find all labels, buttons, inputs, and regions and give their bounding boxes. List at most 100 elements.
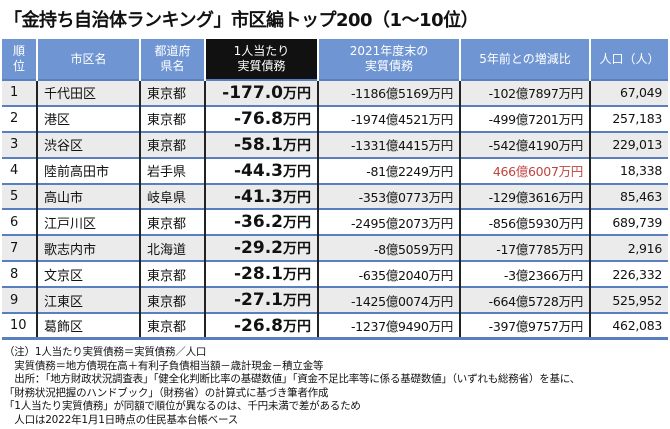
prefecture-cell: 東京都 (139, 104, 205, 132)
table-row: 6 江戸川区 東京都 -36.2万円 -2495億2073万円 -856億5930万円 68… (2, 208, 668, 236)
per-capita-cell: -26.8万円 (204, 312, 318, 339)
per-capita-cell: -41.3万円 (204, 182, 318, 210)
debt-cell: -8億5059万円 (317, 234, 460, 262)
debt-cell: -1974億4521万円 (317, 104, 460, 132)
note-line: 出所：「地方財政状況調査表」「健全化判断比率の基礎数値」「資金不足比率等に係る基… (4, 373, 581, 385)
change-cell: -499億7201万円 (459, 104, 590, 132)
unit: 万円 (283, 318, 311, 335)
note-line: 実質債務＝地方債現在高＋有利子負債相当額－歳計現金－積立金等 (4, 359, 324, 372)
table-row: 5 高山市 岐阜県 -41.3万円 -353億0773万円 -129億3616万円 85,4… (2, 182, 668, 210)
debt-cell: -1425億0074万円 (317, 286, 460, 314)
rank-cell: 9 (2, 286, 37, 314)
unit: 万円 (283, 111, 311, 128)
unit: 万円 (283, 189, 311, 206)
rank-cell: 5 (2, 182, 37, 210)
change-cell: -17億7785万円 (459, 234, 590, 262)
city-cell: 葛飾区 (36, 312, 140, 339)
per-capita-cell: -58.1万円 (204, 130, 318, 158)
population-cell: 462,083 (589, 312, 668, 339)
per-capita-cell: -76.8万円 (204, 104, 318, 132)
header-population: 人口（人） (589, 39, 668, 80)
footnotes: （注）1人当たり実質債務＝実質債務／人口 実質債務＝地方債現在高＋有利子負債相当… (4, 346, 580, 427)
note-line: 「財務状況把握のハンドブック」（財務省）の計算式に基づき筆者作成 (4, 386, 329, 399)
prefecture-cell: 北海道 (139, 234, 205, 262)
change-cell: -3億2366万円 (459, 260, 590, 288)
city-cell: 渋谷区 (36, 130, 140, 158)
city-cell: 江東区 (36, 286, 140, 314)
city-cell: 高山市 (36, 182, 140, 210)
per-capita-value: -29.2 (234, 238, 283, 259)
change-cell: 466億6007万円 (459, 156, 590, 184)
population-cell: 85,463 (589, 182, 668, 210)
debt-cell: -1331億4415万円 (317, 130, 460, 158)
change-cell: -664億5728万円 (459, 286, 590, 314)
table-header: 順位 市区名 都道府県名 1人当たり実質債務 2021年度末の実質債務 5年前と… (2, 39, 668, 80)
per-capita-value: -44.3 (234, 160, 283, 181)
rank-cell: 1 (2, 79, 37, 106)
rank-cell: 7 (2, 234, 37, 262)
per-capita-cell: -36.2万円 (204, 208, 318, 236)
city-cell: 陸前高田市 (36, 156, 140, 184)
rank-cell: 6 (2, 208, 37, 236)
population-cell: 226,332 (589, 260, 668, 288)
population-cell: 689,739 (589, 208, 668, 236)
unit: 万円 (283, 215, 311, 232)
prefecture-cell: 東京都 (139, 260, 205, 288)
prefecture-cell: 岐阜県 (139, 182, 205, 210)
population-cell: 2,916 (589, 234, 668, 262)
debt-cell: -81億2249万円 (317, 156, 460, 184)
debt-cell: -2495億2073万円 (317, 208, 460, 236)
header-city: 市区名 (36, 39, 140, 80)
header-rank: 順位 (2, 39, 37, 80)
city-cell: 文京区 (36, 260, 140, 288)
rank-cell: 3 (2, 130, 37, 158)
table-row: 3 渋谷区 東京都 -58.1万円 -1331億4415万円 -542億4190万円 229… (2, 130, 668, 158)
per-capita-value: -41.3 (234, 186, 283, 207)
change-cell: -102億7897万円 (459, 79, 590, 106)
per-capita-value: -36.2 (234, 212, 283, 233)
city-cell: 江戸川区 (36, 208, 140, 236)
change-cell: -542億4190万円 (459, 130, 590, 158)
per-capita-cell: -27.1万円 (204, 286, 318, 314)
rank-cell: 2 (2, 104, 37, 132)
table-row: 1 千代田区 東京都 -177.0万円 -1186億5169万円 -102億7897万円 6… (2, 79, 668, 106)
city-cell: 千代田区 (36, 79, 140, 106)
prefecture-cell: 岩手県 (139, 156, 205, 184)
note-line: （注）1人当たり実質債務＝実質債務／人口 (4, 346, 207, 358)
per-capita-value: -26.8 (234, 315, 283, 336)
per-capita-cell: -28.1万円 (204, 260, 318, 288)
debt-cell: -1237億9490万円 (317, 312, 460, 339)
per-capita-cell: -177.0万円 (204, 79, 318, 106)
debt-cell: -1186億5169万円 (317, 79, 460, 106)
prefecture-cell: 東京都 (139, 79, 205, 106)
note-line: 人口は2022年1月1日時点の住民基本台帳ベース (4, 413, 239, 426)
per-capita-value: -27.1 (234, 290, 283, 311)
rank-cell: 8 (2, 260, 37, 288)
unit: 万円 (283, 85, 311, 102)
prefecture-cell: 東京都 (139, 286, 205, 314)
table-row: 9 江東区 東京都 -27.1万円 -1425億0074万円 -664億5728万円 525… (2, 286, 668, 314)
page-title: 「金持ち自治体ランキング」市区編トップ200（1〜10位） (4, 10, 479, 31)
rank-cell: 4 (2, 156, 37, 184)
note-line: 「1人当たり実質債務」が同額で順位が異なるのは、千円未満で差があるため (4, 400, 361, 412)
table-row: 2 港区 東京都 -76.8万円 -1974億4521万円 -499億7201万円 257,… (2, 104, 668, 132)
population-cell: 18,338 (589, 156, 668, 184)
per-capita-value: -58.1 (234, 134, 283, 155)
population-cell: 229,013 (589, 130, 668, 158)
city-cell: 港区 (36, 104, 140, 132)
table-row: 8 文京区 東京都 -28.1万円 -635億2040万円 -3億2366万円 226,33… (2, 260, 668, 288)
change-cell: -129億3616万円 (459, 182, 590, 210)
header-per-capita: 1人当たり実質債務 (204, 39, 318, 80)
rank-cell: 10 (2, 312, 37, 339)
per-capita-value: -76.8 (234, 108, 283, 129)
per-capita-value: -177.0 (222, 82, 283, 103)
unit: 万円 (283, 293, 311, 310)
debt-cell: -635億2040万円 (317, 260, 460, 288)
table-row: 7 歌志内市 北海道 -29.2万円 -8億5059万円 -17億7785万円 2,916 (2, 234, 668, 262)
ranking-table: 順位 市区名 都道府県名 1人当たり実質債務 2021年度末の実質債務 5年前と… (2, 39, 668, 341)
header-change: 5年前との増減比 (459, 39, 590, 80)
population-cell: 257,183 (589, 104, 668, 132)
unit: 万円 (283, 267, 311, 284)
debt-cell: -353億0773万円 (317, 182, 460, 210)
prefecture-cell: 東京都 (139, 312, 205, 339)
